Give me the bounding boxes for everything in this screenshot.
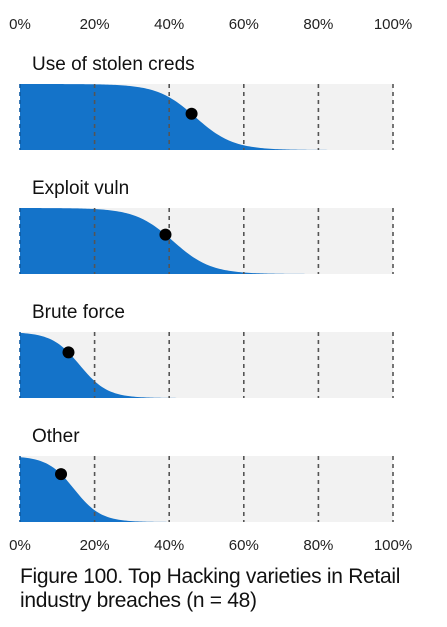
distribution-area-other bbox=[20, 457, 393, 522]
point-estimate-exploit-vuln bbox=[159, 228, 172, 241]
top-axis-tick-label: 20% bbox=[80, 16, 110, 33]
series-label-use-of-stolen-creds: Use of stolen creds bbox=[32, 54, 195, 75]
bottom-axis-tick-label: 60% bbox=[229, 537, 259, 554]
top-axis-tick-label: 80% bbox=[303, 16, 333, 33]
distribution-area-use-of-stolen-creds bbox=[20, 84, 393, 150]
top-axis-tick-label: 60% bbox=[229, 16, 259, 33]
bottom-axis-tick-label: 40% bbox=[154, 537, 184, 554]
series-label-brute-force: Brute force bbox=[32, 302, 125, 323]
top-axis-tick-label: 40% bbox=[154, 16, 184, 33]
distribution-area-exploit-vuln bbox=[20, 208, 393, 274]
bottom-axis-tick-label: 20% bbox=[80, 537, 110, 554]
bottom-axis-tick-label: 100% bbox=[374, 537, 412, 554]
bottom-axis-tick-label: 80% bbox=[303, 537, 333, 554]
point-estimate-other bbox=[55, 468, 68, 481]
series-label-exploit-vuln: Exploit vuln bbox=[32, 178, 129, 199]
caption-line-1: Figure 100. Top Hacking varieties in Ret… bbox=[20, 565, 401, 588]
hacking-varieties-chart: 0% 20% 40% 60% 80% 100% 0% 20% 40% 60% 80% 100% Use … bbox=[9, 16, 412, 554]
figure-caption: Figure 100. Top Hacking varieties in Ret… bbox=[20, 565, 440, 613]
point-estimate-brute-force bbox=[62, 346, 75, 359]
caption-line-2: industry breaches (n = 48) bbox=[20, 589, 257, 612]
bottom-axis-tick-label: 0% bbox=[9, 537, 31, 554]
series-label-other: Other bbox=[32, 426, 80, 447]
top-axis-tick-label: 0% bbox=[9, 16, 31, 33]
top-axis-tick-label: 100% bbox=[374, 16, 412, 33]
point-estimate-use-of-stolen-creds bbox=[185, 107, 198, 120]
distribution-area-brute-force bbox=[20, 332, 393, 398]
